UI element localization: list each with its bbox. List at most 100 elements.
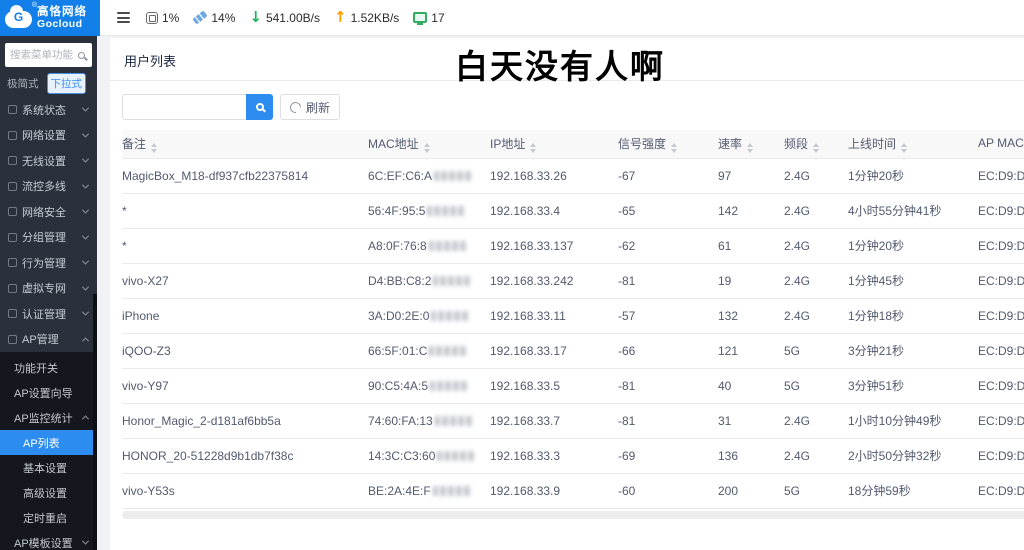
redacted-mac-segment [430,380,469,391]
sidebar-menu-item[interactable]: 网络设置 [0,123,97,149]
redacted-mac-segment [427,205,466,216]
menu-search-input[interactable] [10,49,78,61]
menu-item-icon [8,334,17,344]
column-header-label: 信号强度 [618,136,667,151]
sidebar-menu-item[interactable]: 虚拟专网 [0,276,97,302]
menu-item-label: 无线设置 [22,155,66,168]
menu-item-icon [8,181,17,191]
sidebar-menu-item[interactable]: 系统状态 [0,97,97,123]
cell-rate: 121 [718,333,784,369]
search-icon[interactable] [78,51,85,59]
cell-uptime: 3分钟51秒 [848,368,978,404]
column-header[interactable]: AP MAC [978,130,1024,159]
cell-signal: -81 [618,403,718,439]
column-header-label: 频段 [784,136,809,151]
column-header-label: MAC地址 [368,136,419,151]
chevron-icon [81,130,90,138]
redacted-mac-segment [428,240,467,251]
column-header[interactable]: 速率 [718,130,784,159]
cpu-icon [146,11,158,24]
sort-caret-icon[interactable] [530,142,537,153]
menu-item-icon [8,283,17,293]
column-header[interactable]: IP地址 [490,130,618,159]
cell-mac: 3A:D0:2E:0 [368,298,490,334]
cell-signal: -69 [618,438,718,474]
submenu-item[interactable]: AP设置向导 [0,380,97,405]
chevron-icon [81,283,90,291]
cell-ap-mac: EC:D9:D1:C [978,158,1024,194]
main-panel: 用户列表 白天没有人啊 刷新 备注 MAC地址 [110,38,1024,550]
chevron-icon [81,155,90,163]
sidebar-menu-item[interactable]: 流控多线 [0,174,97,200]
refresh-button[interactable]: 刷新 [280,94,341,120]
cell-ap-mac: EC:D9:D1:C [978,263,1024,299]
cell-uptime: 1小时10分钟49秒 [848,403,978,439]
menu-style-tab[interactable]: 极简式 [7,78,39,90]
cell-band: 5G [784,473,848,509]
sidebar-menu-item[interactable]: AP管理 [0,327,97,353]
sidebar-scrollbar[interactable] [93,294,97,550]
submenu-item[interactable]: 高级设置 [0,480,97,505]
sidebar-menu-item[interactable]: 认证管理 [0,301,97,327]
menu-item-icon [8,207,17,217]
submenu-item[interactable]: 定时重启 [0,505,97,530]
cell-rate: 132 [718,298,784,334]
brand-name: 高恪网络 Gocloud [37,6,87,30]
column-header[interactable]: 信号强度 [618,130,718,159]
menu-style-tab[interactable]: 下拉式 [46,73,86,94]
redacted-mac-segment [434,415,473,426]
chevron-icon [81,308,90,316]
table-body: MagicBox_M18-df937cfb22375814 6C:EF:C6:A… [122,158,1024,509]
submenu-item-label: AP列表 [23,437,60,450]
sidebar-menu-item[interactable]: 无线设置 [0,148,97,174]
collapse-menu-icon[interactable] [117,12,130,23]
cell-remark: MagicBox_M18-df937cfb22375814 [122,158,368,194]
cell-band: 2.4G [784,228,848,264]
submenu-item[interactable]: AP列表 [0,430,97,455]
cell-remark: iPhone [122,298,368,334]
status-strip: 1% 14% ↓ 541.00B/s ↑ 1.52KB/s 17 [100,0,1024,35]
brand-logo[interactable]: G ® 高恪网络 Gocloud [0,0,100,36]
cell-uptime: 1分钟18秒 [848,298,978,334]
cell-ip: 192.168.33.242 [490,263,618,299]
column-header[interactable]: MAC地址 [368,130,490,159]
submenu-item-label: 定时重启 [23,512,67,525]
sort-caret-icon[interactable] [813,142,820,153]
sort-caret-icon[interactable] [747,142,754,153]
chevron-icon [81,104,90,112]
sort-caret-icon[interactable] [671,142,678,153]
menu-item-label: 网络安全 [22,206,66,219]
sort-caret-icon[interactable] [423,142,430,153]
sidebar-menu: 系统状态 网络设置 无线设置 流控多线 [0,97,97,352]
top-bar: G ® 高恪网络 Gocloud 1% 14% ↓ 541.00B/s ↑ 1.… [0,0,1024,36]
submenu-item[interactable]: AP模板设置 [0,530,97,550]
user-search-input[interactable] [122,94,246,120]
cell-band: 5G [784,333,848,369]
chevron-icon [81,415,90,423]
sidebar-menu-item[interactable]: 行为管理 [0,250,97,276]
submenu-item-label: AP监控统计 [14,412,73,425]
sidebar-menu-item[interactable]: 分组管理 [0,225,97,251]
memory-usage-value: 14% [211,10,236,25]
menu-search-box[interactable] [5,43,92,67]
horizontal-scrollbar[interactable] [122,510,1024,519]
sidebar-menu-item[interactable]: 网络安全 [0,199,97,225]
submenu-item[interactable]: 基本设置 [0,455,97,480]
cell-uptime: 3分钟21秒 [848,333,978,369]
upload-speed: ↑ 1.52KB/s [334,10,399,25]
column-header[interactable]: 频段 [784,130,848,159]
submenu-item-label: 高级设置 [23,487,67,500]
search-button[interactable] [246,94,273,120]
logo-g-mark: G [13,10,24,24]
cell-rate: 19 [718,263,784,299]
table-row: MagicBox_M18-df937cfb22375814 6C:EF:C6:A… [122,158,1024,194]
submenu-item[interactable]: AP监控统计 [0,405,97,430]
cell-remark: vivo-Y53s [122,473,368,509]
submenu-item[interactable]: 功能开关 [0,355,97,380]
column-header[interactable]: 备注 [122,130,368,159]
cell-band: 5G [784,368,848,404]
cell-remark: * [122,228,368,264]
sort-caret-icon[interactable] [901,142,908,153]
sort-caret-icon[interactable] [151,142,158,153]
column-header[interactable]: 上线时间 [848,130,978,159]
